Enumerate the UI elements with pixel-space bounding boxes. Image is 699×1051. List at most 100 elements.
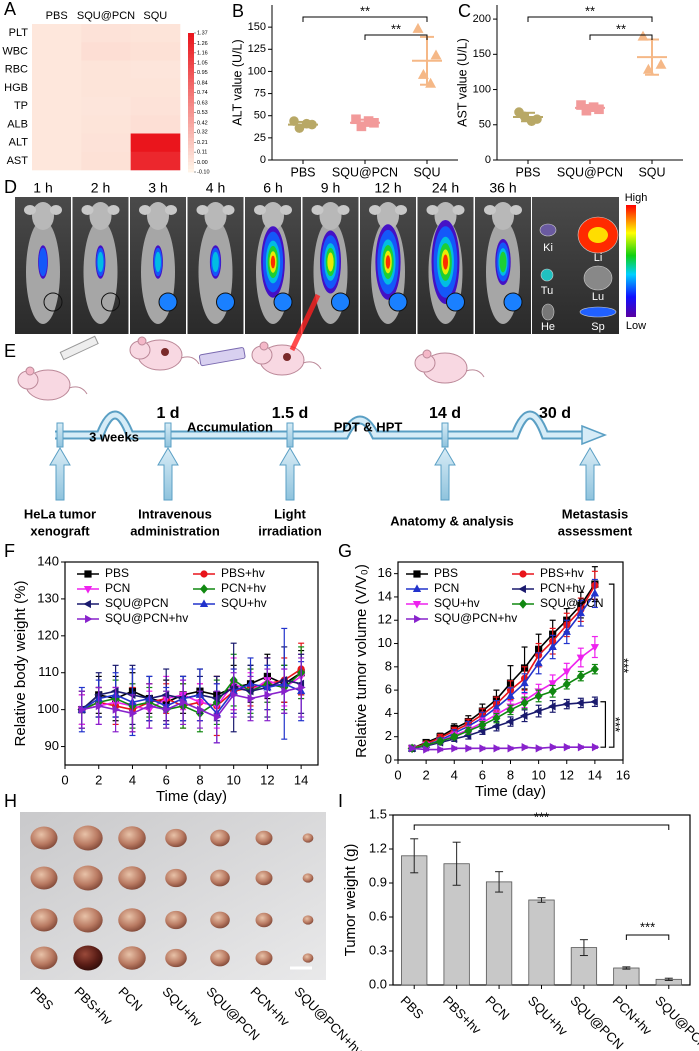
significance-bracket xyxy=(527,16,653,22)
heat-cell xyxy=(81,24,131,43)
legend-label: SQU@PCN+hv xyxy=(105,611,188,625)
point xyxy=(264,690,272,700)
colorbar-segment xyxy=(188,50,194,55)
x-tick-label: SQU+hv xyxy=(525,993,571,1039)
time-label: 1 h xyxy=(33,180,52,196)
colorbar-segment xyxy=(188,67,194,72)
heat-cell xyxy=(130,42,181,61)
bar xyxy=(528,899,555,986)
heat-cell xyxy=(32,133,82,153)
colorbar-segment xyxy=(188,57,194,62)
point xyxy=(642,63,654,74)
colorbar-tick-label: 1.26 xyxy=(197,41,208,47)
y-tick-label: 2 xyxy=(385,728,392,743)
tumor xyxy=(165,910,187,930)
mouse-icon-ear xyxy=(422,349,432,359)
colorbar-tick-label: 0.84 xyxy=(197,81,208,87)
signal xyxy=(442,254,449,270)
point xyxy=(548,686,557,697)
y-tick-label: 50 xyxy=(254,110,266,122)
y-tick-label: 150 xyxy=(473,48,491,60)
mouse-ear xyxy=(196,205,209,215)
error-bar xyxy=(521,111,535,123)
colorbar-high: High xyxy=(625,192,648,204)
signal xyxy=(212,251,219,273)
colorbar-segment xyxy=(188,126,194,131)
legend-marker xyxy=(83,599,91,609)
x-tick-label: 2 xyxy=(423,767,430,782)
signal xyxy=(327,252,334,272)
heat-cell xyxy=(130,115,181,134)
tumor xyxy=(118,946,146,970)
bar xyxy=(613,967,640,986)
point xyxy=(548,642,557,650)
colorbar-segment xyxy=(188,43,194,48)
colorbar-segment xyxy=(188,168,194,173)
tumor-outline xyxy=(503,292,523,312)
tumor xyxy=(210,869,230,887)
row-label: TP xyxy=(14,100,28,112)
point xyxy=(637,30,649,41)
colorbar-segment xyxy=(188,133,194,138)
y-tick-label: 110 xyxy=(38,664,59,679)
point xyxy=(576,654,585,663)
panel-label: B xyxy=(232,1,244,21)
colorbar-segment xyxy=(188,71,194,76)
tumor xyxy=(255,830,273,846)
x-tick-label: 10 xyxy=(226,772,240,787)
legend-marker xyxy=(199,599,209,607)
legend-marker xyxy=(518,584,526,594)
mouse-ear xyxy=(395,205,407,215)
point xyxy=(491,722,500,731)
legend-marker xyxy=(200,570,208,578)
time-label: 4 h xyxy=(206,180,225,196)
x-tick-label: 16 xyxy=(616,767,630,782)
point xyxy=(146,701,154,711)
tumor-outline xyxy=(331,292,350,312)
y-tick-label: 1.5 xyxy=(369,806,387,821)
y-tick-label: 0 xyxy=(485,154,491,166)
panel-label: G xyxy=(338,541,352,561)
group-label: PCN xyxy=(115,984,145,1014)
heat-cell xyxy=(32,42,82,61)
legend-label: PCN xyxy=(434,581,459,595)
mouse-head xyxy=(204,202,227,230)
legend-label: SQU@PCN xyxy=(105,596,169,610)
tumor-outline xyxy=(388,292,408,312)
legend-marker xyxy=(412,601,422,609)
bar xyxy=(485,881,513,986)
y-tick-label: 1.2 xyxy=(369,840,387,855)
point xyxy=(213,712,222,722)
significance-label: ** xyxy=(391,21,401,36)
mouse-ear xyxy=(311,205,324,215)
point xyxy=(534,658,543,667)
time-label: 2 h xyxy=(91,180,110,196)
point xyxy=(507,744,516,753)
legend-marker xyxy=(519,570,527,578)
event-label: Light xyxy=(274,506,306,521)
organ xyxy=(540,268,554,282)
error-bar xyxy=(664,977,673,981)
colorbar-segment xyxy=(188,105,194,110)
colorbar-segment xyxy=(188,158,194,162)
x-tick-label: 8 xyxy=(196,772,203,787)
tumor xyxy=(302,833,314,843)
x-axis-label: Time (day) xyxy=(156,788,227,805)
mouse-ear xyxy=(24,205,36,215)
heat-cell xyxy=(130,151,181,171)
point xyxy=(548,702,556,711)
organ-label: He xyxy=(541,321,555,333)
y-axis-label: Relative tumor volume (V/V₀) xyxy=(353,564,370,758)
colorbar-segment xyxy=(188,147,194,152)
legend-marker xyxy=(414,614,422,624)
significance-bracket xyxy=(625,934,670,940)
legend-label: SQU+hv xyxy=(221,596,267,610)
event-label: irradiation xyxy=(258,523,322,538)
legend-label: PCN+hv xyxy=(221,581,266,595)
point xyxy=(423,745,431,754)
y-tick-label: 0.6 xyxy=(369,908,387,923)
panel-label: H xyxy=(4,791,17,811)
point xyxy=(465,744,473,753)
timeline-marker xyxy=(56,422,64,448)
